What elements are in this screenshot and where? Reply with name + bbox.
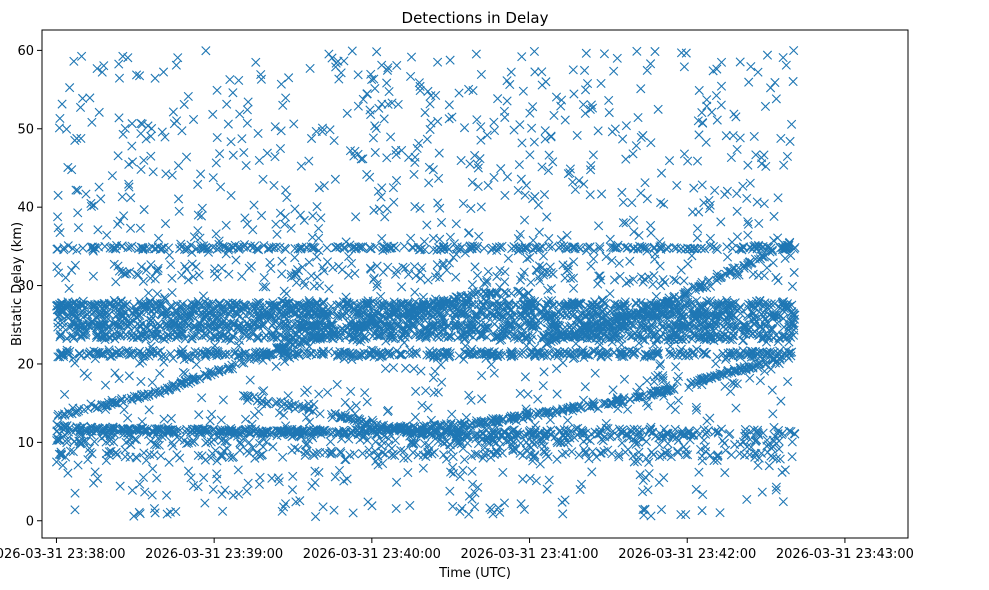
data-point bbox=[690, 244, 700, 254]
data-point bbox=[595, 244, 605, 254]
data-point bbox=[239, 239, 250, 250]
data-point bbox=[218, 241, 228, 252]
data-point bbox=[68, 244, 78, 254]
data-point bbox=[622, 243, 632, 253]
data-point bbox=[163, 243, 174, 253]
data-point bbox=[330, 243, 341, 253]
data-point bbox=[112, 240, 122, 251]
data-point bbox=[531, 243, 542, 253]
data-point bbox=[199, 241, 209, 251]
data-point bbox=[754, 241, 764, 252]
data-point bbox=[692, 244, 702, 254]
data-point bbox=[358, 242, 368, 252]
data-point bbox=[263, 244, 274, 254]
data-point bbox=[491, 242, 501, 252]
data-point bbox=[523, 243, 533, 253]
data-point bbox=[757, 242, 767, 252]
data-point bbox=[511, 243, 521, 253]
data-point bbox=[711, 243, 721, 253]
data-point bbox=[314, 245, 324, 256]
data-point bbox=[88, 246, 98, 256]
data-point bbox=[105, 243, 115, 253]
data-point bbox=[351, 243, 362, 253]
data-point bbox=[78, 243, 88, 253]
data-point bbox=[620, 242, 630, 252]
data-point bbox=[576, 244, 586, 254]
data-point bbox=[52, 244, 62, 254]
data-point bbox=[100, 241, 110, 252]
data-point bbox=[420, 245, 430, 255]
data-point bbox=[297, 242, 307, 252]
data-point bbox=[520, 242, 531, 252]
data-points bbox=[51, 45, 800, 522]
data-point bbox=[433, 243, 444, 253]
data-point bbox=[738, 242, 748, 253]
data-point bbox=[138, 244, 148, 254]
data-point bbox=[365, 242, 375, 252]
data-point bbox=[561, 244, 572, 254]
data-point bbox=[239, 242, 249, 252]
data-point bbox=[89, 242, 100, 253]
data-point bbox=[271, 242, 281, 252]
data-point bbox=[354, 242, 364, 252]
data-point bbox=[151, 244, 161, 254]
data-point bbox=[212, 244, 222, 254]
data-point bbox=[613, 240, 623, 250]
data-point bbox=[671, 243, 682, 253]
data-point bbox=[253, 244, 263, 254]
data-point bbox=[280, 244, 291, 254]
data-point bbox=[705, 241, 715, 251]
data-point bbox=[611, 243, 621, 253]
data-point bbox=[399, 241, 409, 251]
data-point bbox=[642, 246, 652, 256]
data-point bbox=[263, 243, 274, 253]
data-point bbox=[308, 242, 319, 252]
data-point bbox=[595, 242, 605, 252]
data-point bbox=[664, 243, 674, 253]
data-point bbox=[439, 241, 449, 251]
data-point bbox=[479, 243, 489, 254]
data-point bbox=[597, 295, 608, 305]
data-point bbox=[127, 241, 137, 251]
data-point bbox=[196, 241, 206, 251]
data-point bbox=[428, 244, 438, 255]
data-point bbox=[242, 243, 252, 253]
data-point bbox=[547, 242, 557, 252]
data-point bbox=[486, 245, 497, 255]
data-point bbox=[608, 242, 618, 253]
data-point bbox=[335, 242, 345, 252]
data-point bbox=[708, 241, 719, 252]
data-point bbox=[322, 243, 332, 253]
data-point bbox=[310, 243, 320, 253]
data-point bbox=[472, 241, 483, 251]
data-point bbox=[606, 242, 616, 252]
data-point bbox=[108, 243, 118, 253]
data-point bbox=[700, 244, 710, 254]
data-point bbox=[521, 243, 531, 253]
data-point bbox=[275, 242, 285, 252]
data-point bbox=[224, 243, 234, 253]
data-point bbox=[382, 241, 393, 251]
data-point bbox=[259, 240, 269, 251]
data-point bbox=[568, 242, 579, 252]
data-point bbox=[118, 301, 128, 312]
data-point bbox=[589, 246, 599, 256]
data-point bbox=[470, 242, 480, 252]
